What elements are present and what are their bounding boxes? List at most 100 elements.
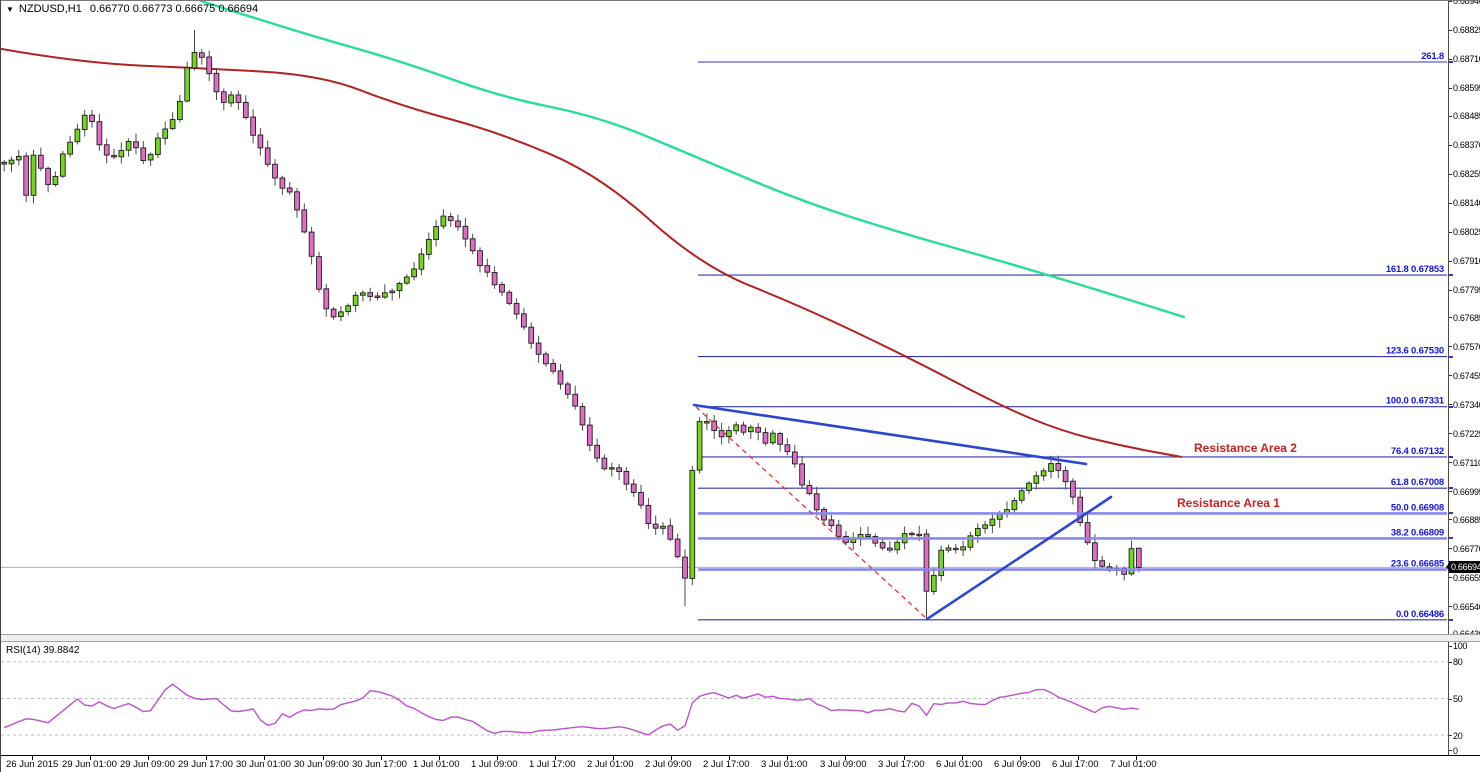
time-axis-label: 29 Jun 01:00 [62, 759, 117, 770]
price-axis-tick [1449, 30, 1452, 31]
candle-body [396, 283, 403, 292]
candle-body [689, 470, 696, 579]
candle-body [887, 547, 893, 551]
candle-body [996, 513, 1003, 520]
price-axis-tick [1449, 519, 1452, 520]
fib-axis-tick [1449, 274, 1453, 276]
candle-body [374, 295, 381, 298]
symbol-period-label: NZDUSD,H1 [18, 3, 82, 15]
candle-body [440, 215, 447, 227]
rsi-indicator-label: RSI(14) 39.8842 [6, 645, 80, 656]
time-axis-tick [845, 756, 846, 760]
candle-body [586, 424, 593, 446]
candle-body [550, 362, 557, 372]
candle-body [242, 102, 249, 118]
candle-body [784, 444, 791, 453]
time-axis-label: 2 Jul 17:00 [703, 759, 750, 770]
price-axis-tick [1449, 174, 1452, 175]
candle-body [608, 467, 615, 470]
candle-body [1040, 470, 1047, 477]
price-axis-tick [1449, 577, 1452, 578]
candle-body [1033, 475, 1040, 484]
candle-body [733, 424, 740, 432]
candle-body [235, 94, 242, 103]
candle-body [338, 311, 344, 318]
price-axis-label: 0.68485 [1453, 111, 1480, 121]
time-axis-tick [1078, 756, 1079, 760]
price-axis-tick [1449, 145, 1452, 146]
candle-body [89, 114, 95, 122]
rsi-axis-tick [1449, 750, 1452, 751]
fib-level-label: 38.2 0.66809 [1391, 527, 1444, 538]
price-axis-tick [1449, 346, 1452, 347]
time-axis-label: 2 Jul 01:00 [587, 759, 634, 770]
resistance-area-1-label: Resistance Area 1 [1177, 496, 1280, 510]
candle-body [125, 140, 132, 151]
candle-body [52, 175, 59, 186]
price-axis-tick [1449, 606, 1452, 607]
ascending-support-trendline[interactable] [925, 495, 1113, 621]
candle-body [674, 538, 681, 558]
fib-axis-tick [1449, 406, 1453, 408]
candle-body [769, 432, 776, 444]
candle-body [952, 547, 959, 551]
candle-body [696, 421, 703, 471]
price-axis-tick [1449, 317, 1452, 318]
candle-body [974, 527, 981, 536]
candle-body [74, 128, 81, 143]
candle-body [469, 238, 476, 252]
rsi-axis-tick [1449, 662, 1452, 663]
candle-body [682, 556, 688, 579]
price-chart-canvas[interactable]: 261.8 161.8 0.67853 123.6 0.67530 100.0 0.6… [1, 1, 1448, 634]
time-axis-label: 30 Jun 01:00 [236, 759, 291, 770]
dropdown-icon[interactable]: ▼ [6, 5, 14, 14]
candle-body [111, 154, 117, 158]
candle-body [418, 253, 425, 270]
price-axis-tick [1449, 290, 1452, 291]
candle-body [484, 265, 491, 273]
candle-body [1062, 470, 1069, 483]
time-axis-tick [1136, 756, 1137, 760]
candle-body [15, 155, 22, 161]
candle-body [264, 147, 271, 165]
fib-level-label: 261.8 [1421, 51, 1444, 62]
candle-body [791, 451, 798, 465]
price-axis-tick [1449, 491, 1452, 492]
candle-body [499, 283, 505, 293]
candle-body [411, 268, 417, 278]
rsi-panel-canvas[interactable] [1, 642, 1448, 755]
fib-level-label: 23.6 0.66685 [1391, 559, 1445, 570]
time-axis-tick [264, 756, 265, 760]
candle-body [360, 292, 366, 296]
candle-body [1055, 463, 1062, 471]
time-axis-tick [323, 756, 324, 760]
candle-body [177, 100, 183, 120]
rsi-scale-axis[interactable]: 100 80 50 20 0 [1448, 641, 1480, 756]
candle-body [477, 250, 483, 267]
rsi-axis-label: 20 [1453, 731, 1463, 741]
time-axis-tick [904, 756, 905, 760]
candle-body [1026, 482, 1032, 491]
panel-splitter[interactable] [1, 634, 1480, 642]
time-axis[interactable]: 26 Jun 2015 29 Jun 01:00 29 Jun 09:00 29 Ju… [1, 755, 1480, 772]
descending-resistance-trendline[interactable] [692, 403, 1088, 466]
time-axis-label: 26 Jun 2015 [6, 759, 59, 770]
price-axis-label: 0.67110 [1453, 458, 1480, 468]
fib-axis-tick [1449, 619, 1453, 621]
candle-body [1128, 548, 1135, 575]
candle-body [1077, 496, 1084, 523]
candle-body [535, 342, 542, 355]
candle-body [67, 141, 73, 155]
candle-body [228, 94, 234, 104]
candle-body [1070, 480, 1076, 498]
candle-body [213, 72, 220, 93]
candle-body [169, 119, 176, 130]
candle-body [257, 134, 264, 149]
candle-body [982, 524, 988, 529]
price-axis-label: 0.68255 [1453, 169, 1480, 179]
price-axis-label: 0.66995 [1453, 487, 1480, 497]
time-axis-label: 29 Jun 09:00 [120, 759, 175, 770]
